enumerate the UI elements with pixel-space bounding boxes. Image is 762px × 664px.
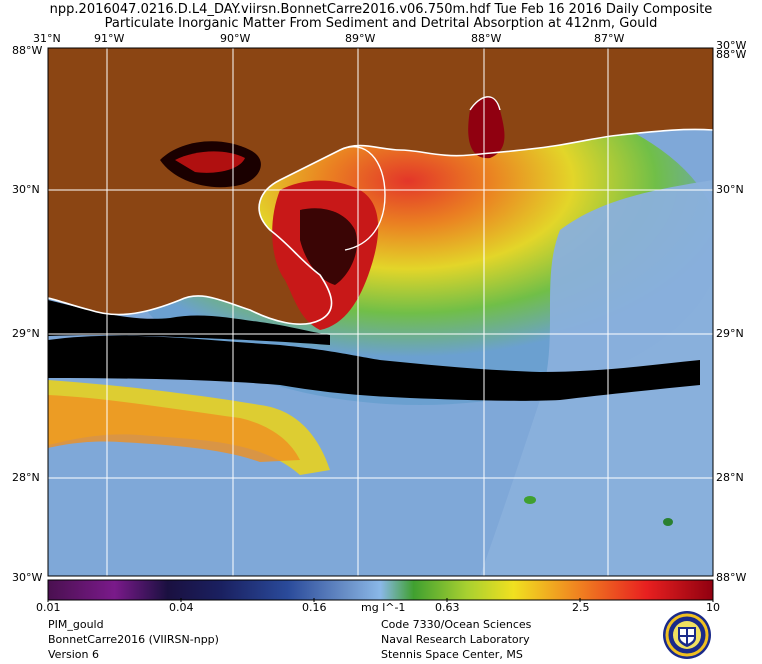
cloud-mask-band [48, 335, 700, 401]
colorbar-tick-0-16: 0.16 [302, 601, 327, 614]
title-line-2: Particulate Inorganic Matter From Sedime… [104, 16, 658, 31]
graticule [48, 48, 713, 576]
lon-label-87w: 87°W [594, 32, 625, 45]
lat-label-28n-left: 28°N [12, 471, 40, 484]
lon-label-88w: 88°W [471, 32, 502, 45]
map-image [48, 48, 713, 576]
lat-label-29n-left: 29°N [12, 327, 40, 340]
corner-bottom-right: 88°W [716, 571, 747, 584]
colorbar-tick-0-01: 0.01 [36, 601, 61, 614]
western-shelf-core [48, 395, 300, 462]
colorbar-tick-10: 10 [706, 601, 720, 614]
lat-label-29n-right: 29°N [716, 327, 744, 340]
map-frame [47, 47, 714, 577]
title-line-1: npp.2016047.0216.D.L4_DAY.viirsn.BonnetC… [49, 2, 713, 17]
delta-outline [339, 146, 386, 251]
colorbar-units: mg l^-1 [361, 601, 406, 614]
lon-label-91w: 91°W [94, 32, 125, 45]
corner-bottom-left: 30°W [12, 571, 43, 584]
lake-sediment [175, 151, 245, 173]
footer-code: Code 7330/Ocean Sciences [381, 618, 532, 631]
corner-top-right-lon: 88°W [716, 48, 747, 61]
colorbar-ticks [47, 598, 714, 602]
mobile-bay [468, 96, 505, 159]
lat-label-28n-right: 28°N [716, 471, 744, 484]
colorbar [47, 579, 714, 601]
lon-label-90w: 90°W [220, 32, 251, 45]
lat-label-30n-right: 30°N [716, 183, 744, 196]
colorbar-tick-2-5: 2.5 [572, 601, 590, 614]
land-mass [48, 48, 713, 325]
green-eddy-2 [663, 518, 673, 526]
footer-dataset: BonnetCarre2016 (VIIRSN-npp) [48, 633, 219, 646]
colorbar-tick-0-63: 0.63 [435, 601, 460, 614]
footer-product: PIM_gould [48, 618, 104, 631]
lat-label-30n-left: 30°N [12, 183, 40, 196]
footer-lab: Naval Research Laboratory [381, 633, 530, 646]
corner-top-right-lat: 30°W [716, 39, 747, 52]
lon-label-89w: 89°W [345, 32, 376, 45]
corner-top-left-lat: 31°N [33, 32, 61, 45]
nrl-seal-logo [663, 611, 711, 659]
green-eddy [524, 496, 536, 504]
corner-top-left-lon: 88°W [12, 44, 43, 57]
mobile-bay-outline [469, 96, 501, 111]
coastline [48, 128, 713, 325]
delta-interior [300, 208, 358, 285]
footer-location: Stennis Space Center, MS [381, 648, 523, 661]
footer-version: Version 6 [48, 648, 99, 661]
colorbar-tick-0-04: 0.04 [169, 601, 194, 614]
